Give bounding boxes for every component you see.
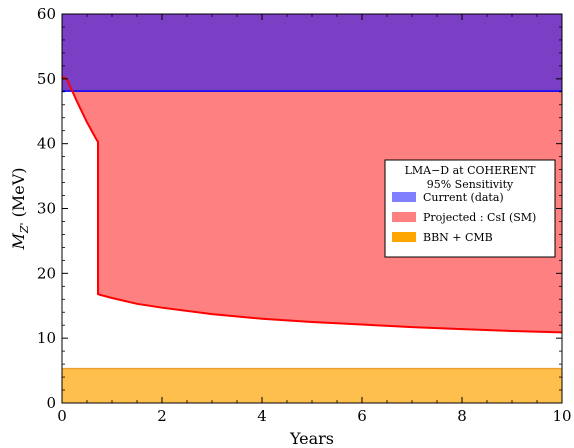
projected-sensitivity-line: [62, 76, 562, 334]
legend-title: LMA−D at COHERENT: [405, 164, 537, 177]
x-tick-label: 10: [552, 407, 571, 425]
x-tick-label: 0: [57, 407, 67, 425]
legend-entry-label: Current (data): [423, 191, 504, 204]
bbn-cmb-region: [62, 368, 562, 403]
legend: LMA−D at COHERENT 95% Sensitivity Curren…: [384, 159, 556, 258]
projected-region: [62, 77, 562, 333]
legend-entry-label: BBN + CMB: [423, 231, 493, 244]
current-region: [62, 14, 562, 92]
legend-swatch: [392, 192, 416, 202]
y-tick-label: 60: [37, 5, 56, 23]
x-tick-label: 6: [357, 407, 367, 425]
legend-swatch: [392, 232, 416, 242]
y-tick-label: 50: [37, 70, 56, 88]
x-axis-label: Years: [289, 429, 334, 448]
legend-swatch: [392, 212, 416, 222]
legend-entry-label: Projected : CsI (SM): [423, 211, 536, 224]
y-tick-label: 20: [37, 264, 56, 282]
y-tick-label: 10: [37, 329, 56, 347]
x-tick-label: 2: [157, 407, 167, 425]
legend-subtitle: 95% Sensitivity: [427, 178, 514, 191]
plot-area: [62, 14, 562, 403]
y-tick-label: 0: [46, 394, 56, 412]
y-tick-label: 40: [37, 135, 56, 153]
axis-ticks: 0 2 4 6 8 10 0 10 20 30 40 50 60: [37, 5, 572, 425]
y-tick-label: 30: [37, 200, 56, 218]
x-tick-label: 4: [257, 407, 267, 425]
x-tick-label: 8: [457, 407, 467, 425]
y-axis-label: MZ' (MeV): [9, 167, 31, 250]
